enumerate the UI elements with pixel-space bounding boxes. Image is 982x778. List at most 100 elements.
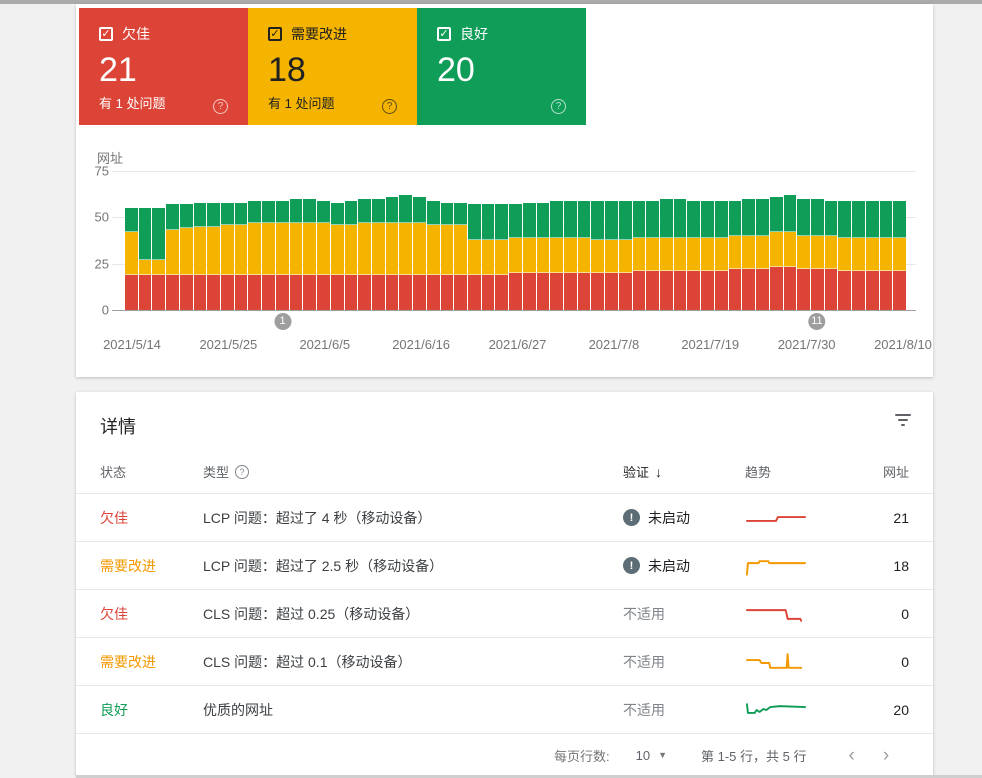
column-header-validation[interactable]: 验证 ↓	[623, 462, 745, 481]
chart-bar[interactable]	[632, 200, 646, 310]
chart-bar[interactable]	[303, 198, 317, 310]
chart-bar[interactable]	[852, 200, 865, 310]
chart-bar[interactable]	[865, 200, 879, 310]
chart-bar[interactable]	[371, 198, 385, 310]
bar-segment	[893, 237, 906, 272]
chart-bar[interactable]	[810, 198, 824, 310]
table-row[interactable]: 欠佳 CLS 问题：超过 0.25（移动设备） 不适用 0	[76, 590, 933, 638]
poor-checkbox[interactable]: ✓	[99, 27, 113, 41]
chart-bar[interactable]	[152, 208, 166, 310]
chart-bar[interactable]	[358, 198, 371, 310]
chart-bar[interactable]	[221, 202, 234, 310]
summary-cards: ✓ 欠佳 21 有 1 处问题? ✓ 需要改进 18 有 1 处问题? ✓ 良好 2…	[79, 8, 586, 125]
chart-bar[interactable]	[742, 198, 756, 310]
bar-segment	[783, 267, 797, 310]
column-header-urls[interactable]: 网址	[821, 462, 909, 481]
chart-bar[interactable]	[797, 198, 810, 310]
chart-bar[interactable]	[605, 200, 618, 310]
bar-segment	[810, 269, 824, 310]
chart-bar[interactable]	[824, 200, 838, 310]
chart-bar[interactable]	[179, 204, 193, 310]
chart-bar[interactable]	[714, 200, 728, 310]
bar-segment	[166, 204, 179, 231]
chart-bar[interactable]	[769, 196, 783, 310]
chart-bar[interactable]	[275, 200, 289, 310]
help-icon[interactable]: ?	[235, 464, 250, 479]
column-header-type[interactable]: 类型?	[203, 462, 623, 481]
chart-bar[interactable]	[701, 200, 714, 310]
chart-bar[interactable]	[838, 200, 852, 310]
chart-bar[interactable]	[248, 200, 262, 310]
chart-bar[interactable]	[330, 202, 344, 310]
chart-bar[interactable]	[193, 202, 207, 310]
chart-bar[interactable]	[413, 196, 426, 310]
bar-segment	[303, 274, 317, 310]
summary-card-good[interactable]: ✓ 良好 20?	[417, 8, 586, 125]
chart-bar[interactable]	[756, 198, 769, 310]
validation-cell: ! 未启动	[623, 556, 745, 576]
chart-bar[interactable]	[673, 198, 687, 310]
summary-card-poor[interactable]: ✓ 欠佳 21 有 1 处问题?	[79, 8, 248, 125]
chart-bar[interactable]	[289, 198, 303, 310]
chart-annotation-badge[interactable]: 11	[808, 313, 826, 330]
table-row[interactable]: 需要改进 CLS 问题：超过 0.1（移动设备） 不适用 0	[76, 638, 933, 686]
chart-bar[interactable]	[550, 200, 563, 310]
next-page-button[interactable]: ›	[882, 744, 890, 766]
bar-segment	[728, 200, 742, 236]
chart-bar[interactable]	[536, 202, 550, 310]
chart-bar[interactable]	[481, 204, 495, 310]
chart-bar[interactable]	[262, 200, 275, 310]
help-icon[interactable]: ?	[213, 99, 228, 114]
chart-bar[interactable]	[495, 204, 509, 310]
bar-segment	[605, 200, 618, 240]
chart-bar[interactable]	[454, 202, 467, 310]
table-row[interactable]: 良好 优质的网址 不适用 20	[76, 686, 933, 734]
bar-segment	[632, 237, 646, 272]
type-cell: LCP 问题：超过了 2.5 秒（移动设备）	[203, 557, 444, 574]
chart-bar[interactable]	[125, 208, 138, 310]
chart-bar[interactable]	[426, 200, 440, 310]
column-header-trend[interactable]: 趋势	[745, 462, 821, 481]
previous-page-button[interactable]: ‹	[848, 744, 855, 766]
chart-bar[interactable]	[783, 195, 797, 310]
chart-bar[interactable]	[591, 200, 605, 310]
rows-per-page-select[interactable]: 10 ▼	[636, 748, 667, 763]
summary-card-label: 欠佳	[122, 26, 150, 42]
chart-bar[interactable]	[564, 200, 577, 310]
chart-bar[interactable]	[385, 196, 399, 310]
chart-bar[interactable]	[440, 202, 454, 310]
chart-bar[interactable]	[509, 204, 522, 310]
summary-card-needs-improvement[interactable]: ✓ 需要改进 18 有 1 处问题?	[248, 8, 417, 125]
chart-bar[interactable]	[646, 200, 660, 310]
table-row[interactable]: 需要改进 LCP 问题：超过了 2.5 秒（移动设备） ! 未启动 18	[76, 542, 933, 590]
chart-bar[interactable]	[893, 200, 906, 310]
bar-segment	[660, 237, 673, 272]
chart-bar[interactable]	[618, 200, 632, 310]
chart-annotation-badge[interactable]: 1	[274, 313, 292, 330]
needs-improvement-checkbox[interactable]: ✓	[268, 27, 282, 41]
chart-bar[interactable]	[166, 204, 179, 310]
chart-bar[interactable]	[317, 200, 330, 310]
chart-bar[interactable]	[138, 208, 152, 310]
chart-bar[interactable]	[522, 202, 536, 310]
chart-bar[interactable]	[467, 204, 481, 310]
help-icon[interactable]: ?	[382, 99, 397, 114]
bar-segment	[701, 237, 714, 272]
chart-bar[interactable]	[728, 200, 742, 310]
chart-bar[interactable]	[344, 200, 358, 310]
table-row[interactable]: 欠佳 LCP 问题：超过了 4 秒（移动设备） ! 未启动 21	[76, 494, 933, 542]
bar-segment	[413, 196, 426, 223]
help-icon[interactable]: ?	[551, 99, 566, 114]
chart-bar[interactable]	[207, 202, 221, 310]
column-header-status[interactable]: 状态	[100, 462, 203, 481]
chart-bar[interactable]	[660, 198, 673, 310]
chart-bar[interactable]	[879, 200, 893, 310]
details-table-footer: 每页行数: 10 ▼ 第 1-5 行，共 5 行 ‹ ›	[76, 734, 933, 776]
x-axis-tick-label: 2021/7/30	[777, 337, 836, 352]
chart-bar[interactable]	[234, 202, 248, 310]
chart-bar[interactable]	[687, 200, 701, 310]
chart-bar[interactable]	[577, 200, 591, 310]
filter-icon[interactable]	[893, 411, 913, 429]
good-checkbox[interactable]: ✓	[437, 27, 451, 41]
chart-bar[interactable]	[399, 195, 413, 310]
